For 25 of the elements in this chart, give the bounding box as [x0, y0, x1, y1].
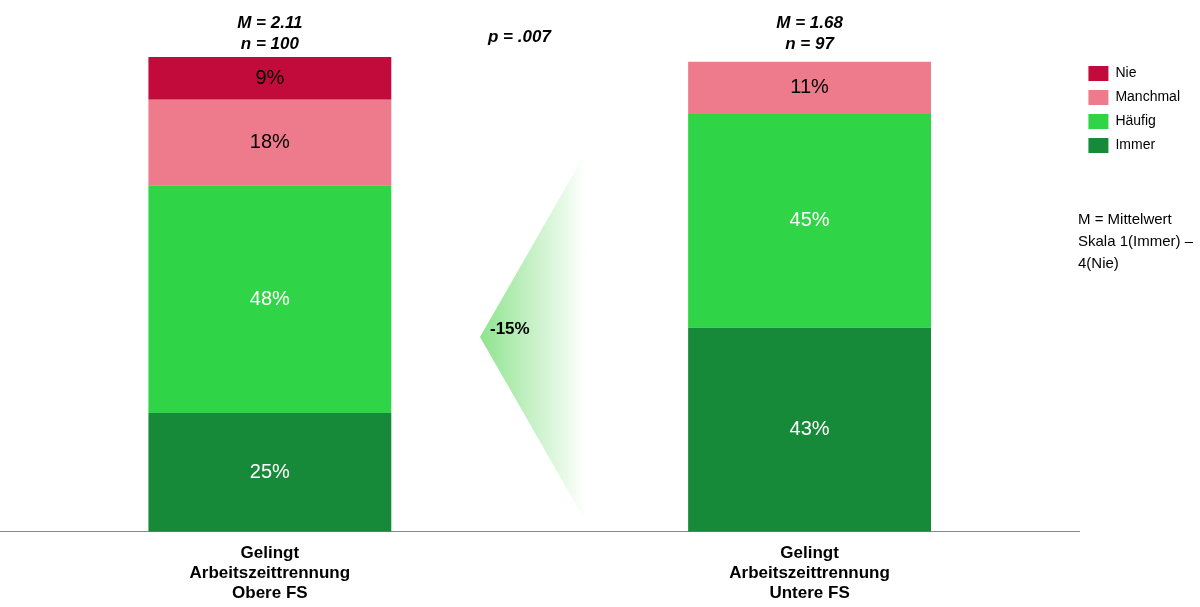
- bar: [148, 57, 392, 100]
- x-tick-label: Gelingt Arbeitszeittrennung Untere FS: [729, 542, 890, 603]
- legend-label: Immer: [1115, 136, 1156, 153]
- bar: [148, 185, 392, 414]
- legend-label: Häufig: [1115, 112, 1156, 129]
- data-label: 11%: [790, 75, 830, 98]
- data-label: 25%: [249, 459, 291, 482]
- legend-label: Nie: [1115, 64, 1137, 81]
- bar: [688, 61, 931, 114]
- bar: [688, 327, 931, 532]
- data-label: 18%: [249, 129, 291, 152]
- annotation: M = Mittelwert Skala 1(Immer) – 4(Nie): [1078, 209, 1194, 273]
- bar: [688, 113, 931, 328]
- x-tick-label: Gelingt Arbeitszeittrennung Obere FS: [189, 542, 351, 603]
- bar: [148, 413, 392, 532]
- annotation: -15%: [490, 318, 530, 340]
- data-label: 45%: [789, 208, 830, 231]
- annotation: M = 1.68 n = 97: [776, 13, 844, 54]
- legend-label: Manchmal: [1115, 88, 1181, 105]
- data-label: 48%: [249, 286, 291, 309]
- annotation: M = 2.11 n = 100: [237, 13, 303, 54]
- data-label: 43%: [789, 417, 830, 440]
- data-label: 9%: [255, 65, 285, 88]
- text: p = .007: [488, 26, 551, 48]
- bar: [148, 99, 392, 186]
